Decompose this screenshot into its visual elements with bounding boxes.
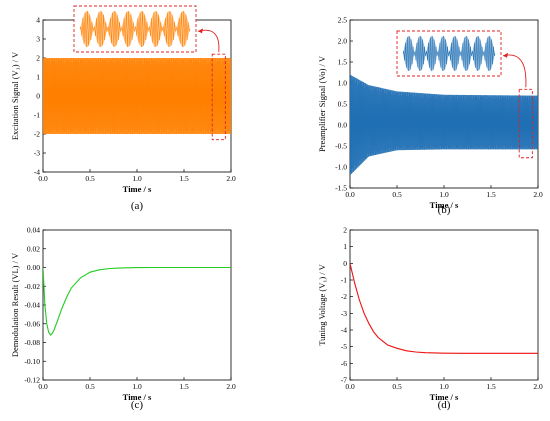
x-tick-label: 0.0 [38, 174, 48, 183]
y-tick-label: 0 [36, 92, 40, 101]
panel-label: (c) [131, 399, 144, 411]
y-tick-label: 0.0 [338, 121, 348, 130]
zoom-arrow-head [198, 28, 203, 34]
x-tick-label: 0.5 [85, 174, 95, 183]
chart-panel-d: 0.0 0.5 1.0 1.5 2.0 -7 -6 -5 -4 -3 -2 -1 0 1 2 Time / s… [317, 226, 543, 412]
y-tick-label: 1 [36, 73, 40, 82]
y-tick-label: 0.04 [27, 226, 40, 235]
series-group [350, 263, 538, 354]
y-tick-label: -1.5 [335, 184, 347, 193]
y-axis-label: Excitation Signal (V₁) / V [10, 51, 20, 140]
y-tick-label: -1 [341, 276, 347, 285]
y-tick-label: -0.12 [24, 376, 40, 385]
y-tick-label: 0.00 [27, 263, 40, 272]
y-tick-label: -3 [341, 309, 347, 318]
x-tick-label: 1.0 [132, 382, 142, 391]
x-tick-label: 2.0 [533, 382, 543, 391]
y-tick-label: -3 [34, 149, 40, 158]
x-axis-label: Time / s [123, 184, 152, 194]
y-tick-label: -0.04 [24, 301, 40, 310]
y-tick-label: -6 [341, 359, 347, 368]
y-tick-label: 2.0 [338, 37, 348, 46]
y-tick-label: 0.02 [27, 244, 40, 253]
x-tick-label: 0.5 [392, 382, 402, 391]
x-tick-label: 0.0 [345, 190, 355, 199]
x-tick-label: 0.5 [392, 190, 402, 199]
x-tick-label: 1.5 [486, 190, 496, 199]
y-tick-label: 0.5 [338, 100, 348, 109]
x-tick-label: 0.5 [85, 382, 95, 391]
series-group [43, 266, 231, 336]
highlight-box [211, 53, 226, 141]
y-tick-label: -4 [341, 326, 347, 335]
x-tick-label: 1.5 [179, 174, 189, 183]
y-tick-label: -2 [341, 292, 347, 301]
series-line [43, 57, 231, 135]
panel-label: (a) [131, 200, 144, 212]
y-tick-label: 1.5 [338, 58, 348, 67]
panel-label: (b) [438, 204, 451, 216]
zoom-arrow [502, 54, 527, 88]
zoom-arrow-head [503, 52, 508, 58]
y-tick-label: 1.0 [338, 79, 348, 88]
y-axis-label: Tuning Voltage (V₁) / V [317, 263, 327, 345]
x-tick-label: 2.0 [226, 174, 236, 183]
plot-frame [349, 229, 539, 381]
y-tick-label: -0.02 [24, 282, 40, 291]
x-tick-label: 2.0 [226, 382, 236, 391]
inset-waveform [402, 36, 496, 71]
y-tick-label: 2 [343, 226, 347, 235]
series-line [43, 266, 231, 336]
x-tick-label: 1.0 [439, 190, 449, 199]
inset-waveform [79, 11, 191, 47]
y-tick-label: -2 [34, 130, 40, 139]
y-tick-label: 2.5 [338, 16, 348, 25]
y-tick-label: 1 [343, 242, 347, 251]
x-axis-label: Time / s [430, 392, 459, 402]
x-axis-label: Time / s [123, 392, 152, 402]
y-tick-label: -5 [341, 342, 347, 351]
y-axis-label: Preamplifier Signal (Vo) / V [317, 55, 327, 152]
x-tick-label: 1.5 [486, 382, 496, 391]
panel-label: (d) [438, 399, 451, 411]
series-line [350, 75, 538, 174]
x-tick-label: 1.5 [179, 382, 189, 391]
x-tick-label: 1.0 [132, 174, 142, 183]
y-tick-label: -1.0 [335, 163, 347, 172]
y-tick-label: 3 [36, 35, 40, 44]
x-tick-label: 0.0 [345, 382, 355, 391]
x-tick-label: 1.0 [439, 382, 449, 391]
chart-panel-b: 0.0 0.5 1.0 1.5 2.0 -1.5 -1.0 -0.5 0.0 0.5 1.0 1.5 2… [317, 16, 543, 217]
series-line [350, 263, 538, 354]
y-tick-label: -0.06 [24, 319, 40, 328]
chart-panel-a: 0.0 0.5 1.0 1.5 2.0 -4 -3 -2 -1 0 1 2 3 4 Time / s Exci… [10, 5, 236, 212]
zoom-arrow [197, 29, 220, 53]
y-tick-label: -0.10 [24, 357, 40, 366]
plot-frame [42, 229, 232, 381]
series-group [43, 57, 231, 135]
y-tick-label: -0.5 [335, 142, 347, 151]
y-tick-label: -1 [34, 111, 40, 120]
x-axis-label: Time / s [430, 200, 459, 210]
chart-panel-c: 0.0 0.5 1.0 1.5 2.0 -0.12 -0.10 -0.08 -0.06 -0.04… [10, 226, 236, 412]
y-tick-label: 4 [36, 16, 40, 25]
series-group [350, 74, 538, 176]
y-tick-label: -4 [34, 168, 40, 177]
y-tick-label: -7 [341, 376, 347, 385]
x-tick-label: 2.0 [533, 190, 543, 199]
y-axis-label: Demodulation Result (VL) / V [10, 252, 20, 357]
highlight-box [518, 88, 533, 159]
x-tick-label: 0.0 [38, 382, 48, 391]
y-tick-label: 0 [343, 259, 347, 268]
y-tick-label: 2 [36, 54, 40, 63]
y-tick-label: -0.08 [24, 338, 40, 347]
